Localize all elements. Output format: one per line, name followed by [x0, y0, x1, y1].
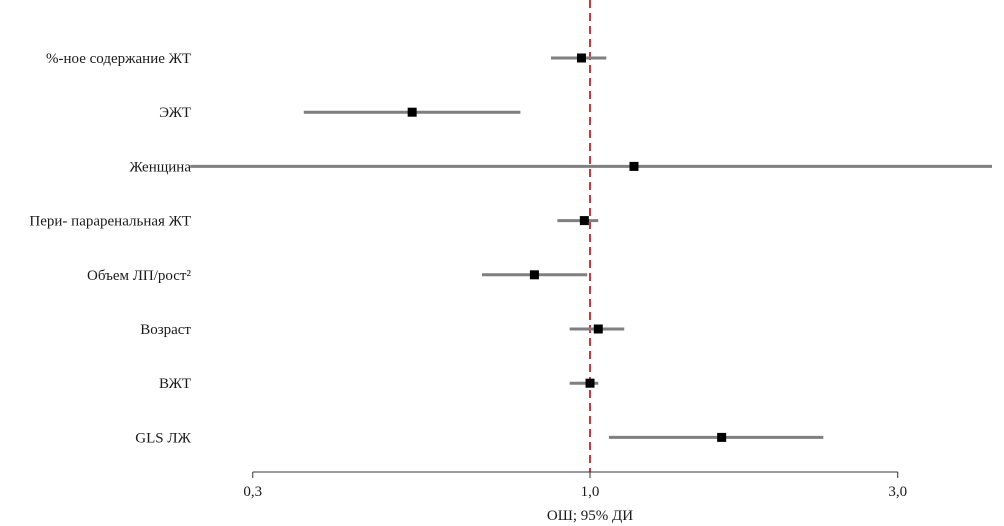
forest-row: ЭЖТ: [159, 105, 521, 121]
odds-ratio-point: [579, 216, 589, 226]
row-label: ЭЖТ: [159, 105, 191, 121]
odds-ratio-point: [407, 107, 417, 117]
x-tick-label: 1,0: [581, 484, 600, 500]
x-axis-ticks: 0,3 1,0 3,0: [243, 472, 907, 500]
odds-ratio-point: [629, 161, 639, 171]
row-label: GLS ЛЖ: [135, 430, 191, 446]
row-label: Женщина: [129, 159, 191, 175]
odds-ratio-point: [717, 432, 727, 442]
forest-row: %-ное содержание ЖТ: [46, 51, 607, 67]
odds-ratio-point: [585, 378, 595, 388]
row-label: ВЖТ: [159, 376, 191, 392]
row-label: Объем ЛП/рост²: [87, 268, 192, 284]
forest-row: ВЖТ: [159, 376, 599, 392]
forest-row: Женщина: [129, 159, 992, 175]
forest-rows: %-ное содержание ЖТ ЭЖТ Женщина Пери- парар…: [29, 51, 992, 446]
forest-row: GLS ЛЖ: [135, 430, 824, 446]
row-label: Пери- параренальная ЖТ: [29, 214, 191, 230]
row-label: %-ное содержание ЖТ: [46, 51, 191, 67]
forest-row: Пери- параренальная ЖТ: [29, 214, 599, 230]
x-axis-title: ОШ; 95% ДИ: [547, 508, 633, 524]
forest-row: Возраст: [140, 322, 625, 338]
x-tick-label: 0,3: [243, 484, 262, 500]
forest-row: Объем ЛП/рост²: [87, 268, 588, 284]
row-label: Возраст: [140, 322, 191, 338]
odds-ratio-point: [529, 270, 539, 280]
odds-ratio-point: [576, 53, 586, 63]
odds-ratio-point: [593, 324, 603, 334]
x-tick-label: 3,0: [888, 484, 907, 500]
